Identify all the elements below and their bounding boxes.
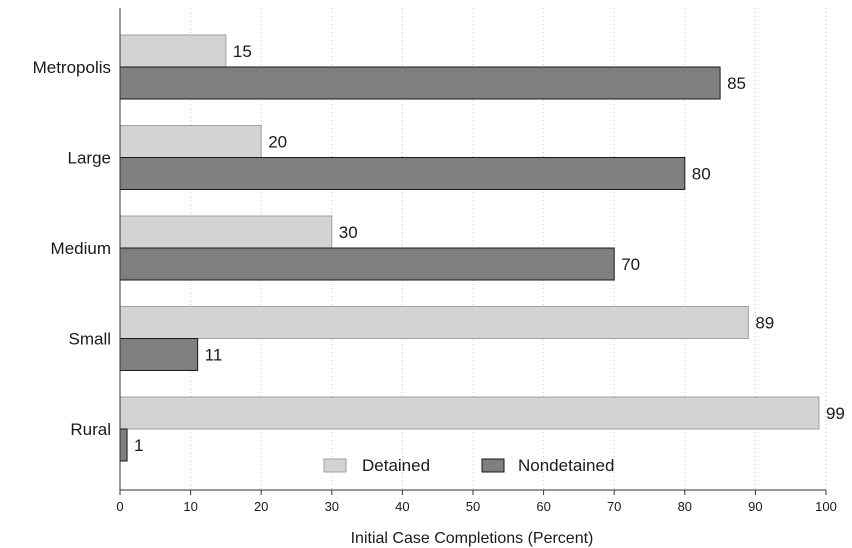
value-label-small-detained: 89 [755,314,774,333]
bar-small-detained [119,306,749,339]
tick-label-20: 20 [254,499,268,514]
category-label-small: Small [68,330,111,349]
tick-label-80: 80 [678,499,692,514]
tick-label-60: 60 [536,499,550,514]
bar-rural-detained [119,396,820,430]
category-label-medium: Medium [51,239,111,258]
legend-swatch-detained [323,458,347,473]
x-axis-title: Initial Case Completions (Percent) [351,530,594,547]
value-label-large-nondetained: 80 [692,165,711,184]
legend: Detained Nondetained [323,456,614,475]
category-label-large: Large [68,149,111,168]
bar-metropolis-detained [119,34,227,68]
tick-label-90: 90 [748,499,762,514]
tick-label-0: 0 [116,499,123,514]
bar-metropolis-nondetained [119,66,721,100]
category-label-metropolis: Metropolis [33,58,111,77]
category-labels: Metropolis Large Medium Small Rural [33,58,111,439]
value-label-metropolis-nondetained: 85 [727,74,746,93]
bar-rural-nondetained [119,428,128,462]
value-label-small-nondetained: 11 [205,346,223,365]
value-label-metropolis-detained: 15 [233,42,252,61]
legend-label-nondetained: Nondetained [518,456,614,475]
value-label-rural-detained: 99 [826,404,845,423]
tick-label-30: 30 [325,499,339,514]
value-label-rural-nondetained: 1 [134,436,143,455]
value-label-large-detained: 20 [268,133,287,152]
legend-label-detained: Detained [362,456,430,475]
value-label-medium-nondetained: 70 [621,255,640,274]
bar-small-nondetained [119,338,199,371]
bars [119,34,820,462]
bar-medium-nondetained [119,247,615,281]
bar-large-nondetained [119,157,686,190]
bar-large-detained [119,125,262,158]
category-label-rural: Rural [70,420,111,439]
tick-label-100: 100 [815,499,837,514]
x-axis: 0 10 20 30 40 50 60 70 80 90 100 [116,8,837,514]
tick-label-50: 50 [466,499,480,514]
tick-label-40: 40 [395,499,409,514]
value-label-medium-detained: 30 [339,223,358,242]
value-labels: 15 85 20 80 30 70 89 11 99 1 [134,42,845,455]
tick-label-10: 10 [183,499,197,514]
bar-medium-detained [119,215,333,249]
tick-label-70: 70 [607,499,621,514]
legend-swatch-nondetained [481,458,505,473]
